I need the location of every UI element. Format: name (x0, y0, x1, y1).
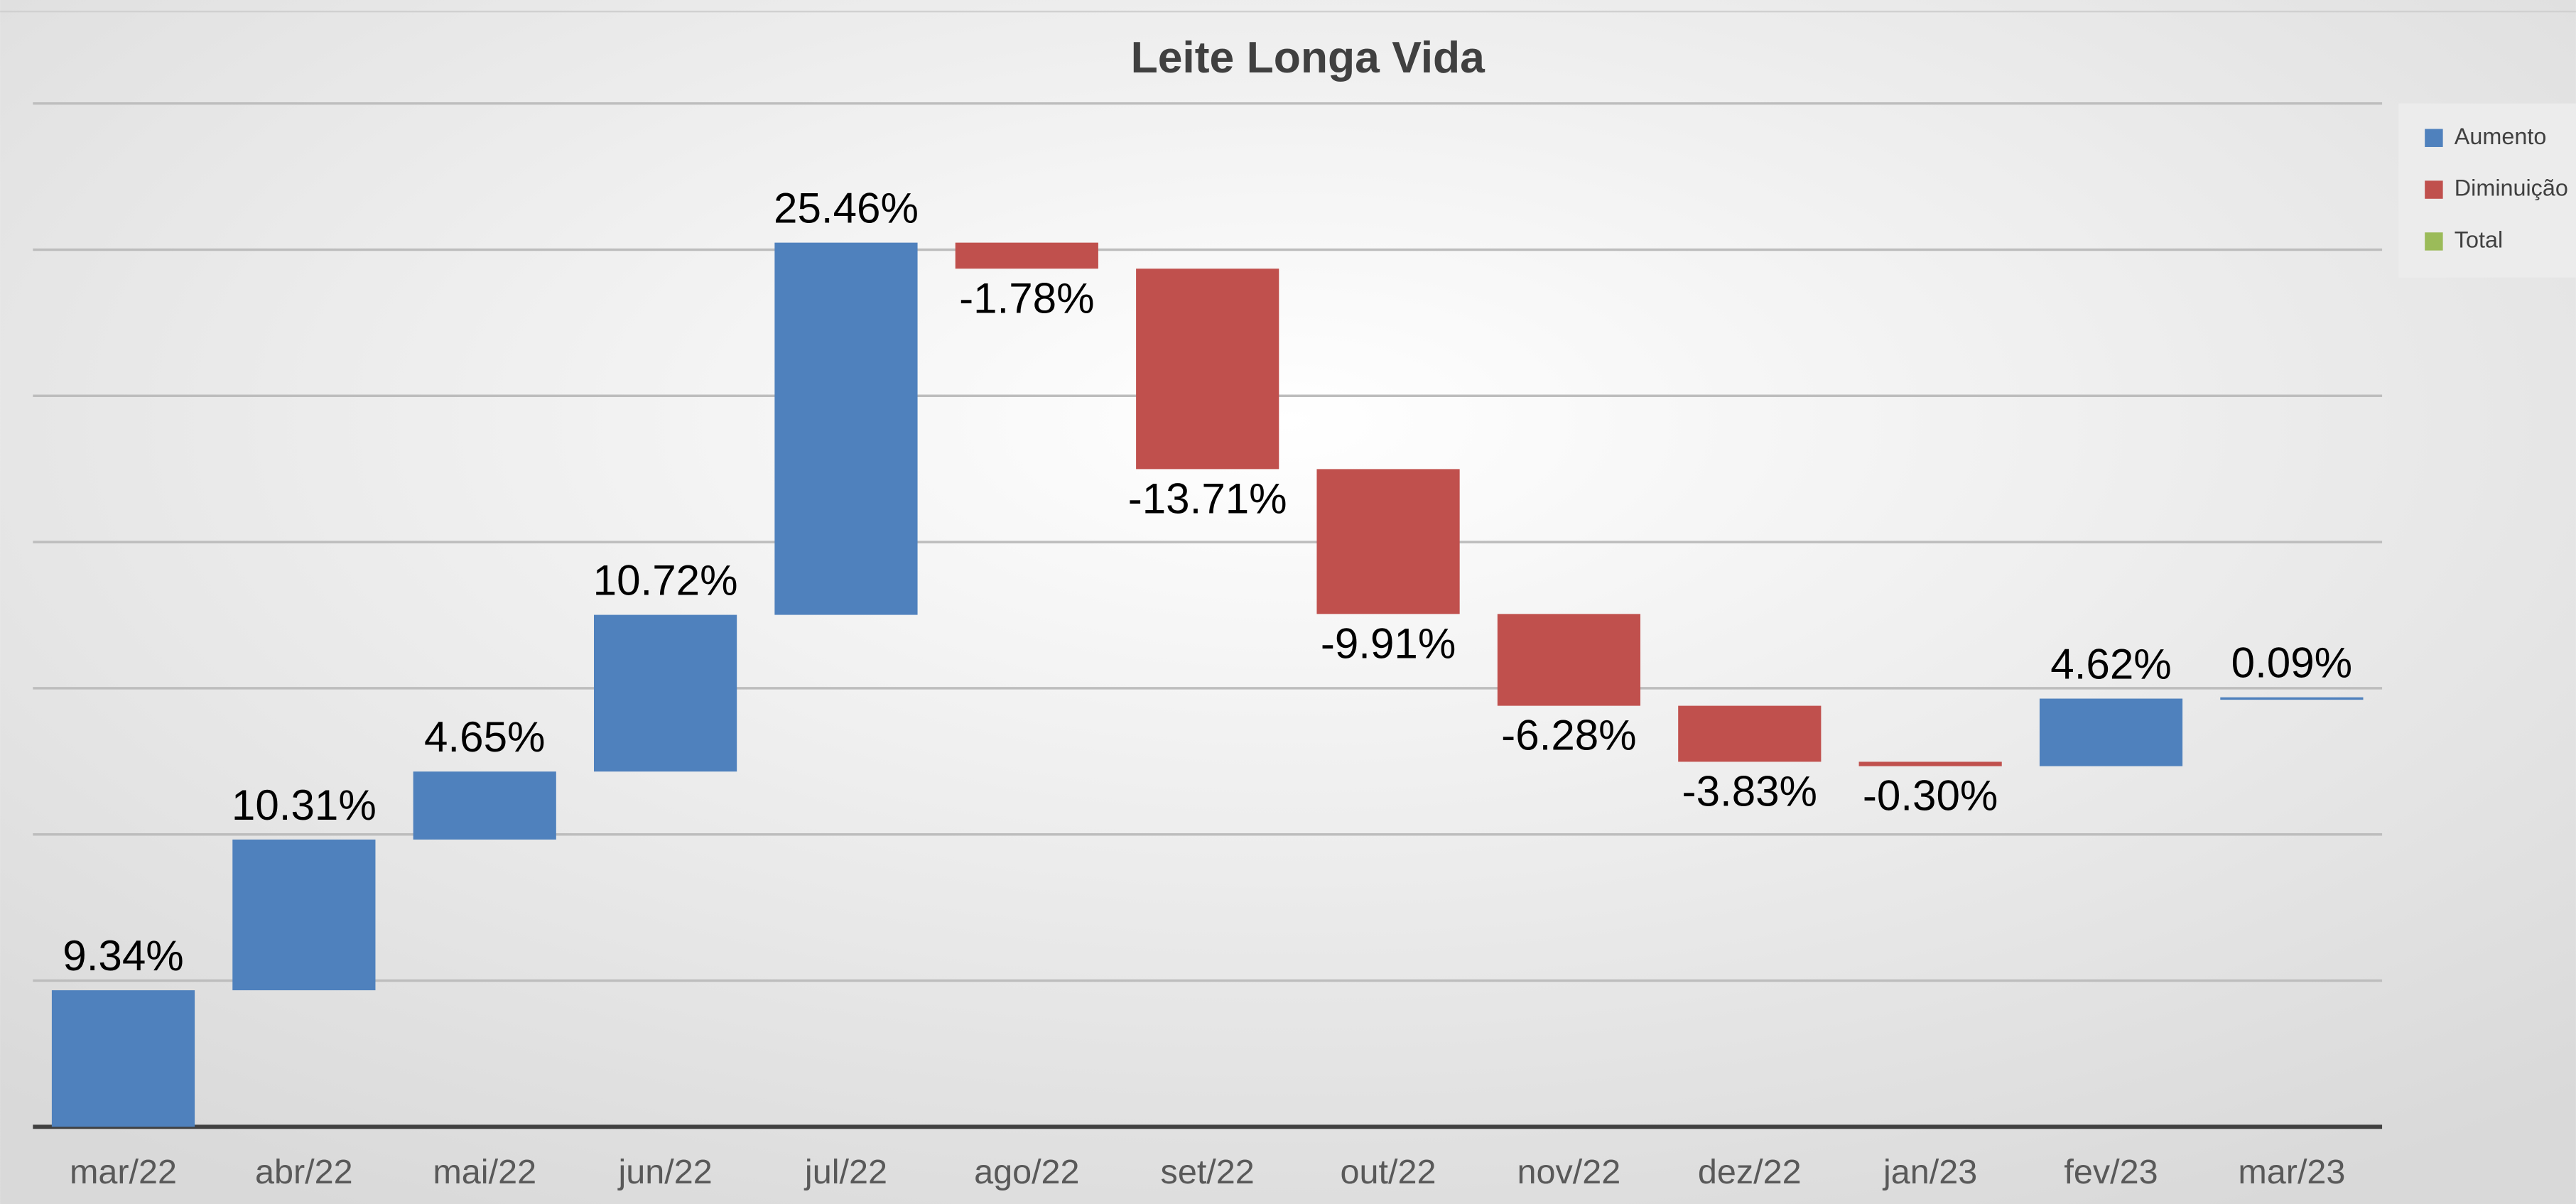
legend-label: Aumento (2455, 124, 2547, 149)
bar (413, 771, 556, 840)
legend-swatch (2425, 129, 2443, 147)
x-tick-label: out/22 (1341, 1153, 1436, 1191)
legend-swatch (2425, 232, 2443, 251)
x-tick-label: mar/22 (70, 1153, 177, 1191)
bar (1497, 614, 1641, 706)
data-label: 25.46% (774, 185, 919, 232)
bar (1136, 269, 1279, 470)
x-tick-label: mar/23 (2238, 1153, 2345, 1191)
data-label: -1.78% (959, 274, 1094, 322)
legend-label: Diminuição (2455, 175, 2568, 201)
x-tick-label: jul/22 (803, 1153, 887, 1191)
bar (1678, 705, 1822, 762)
bar (2220, 697, 2364, 700)
bar (232, 839, 376, 991)
data-label: 9.34% (63, 932, 183, 980)
bar (1858, 761, 2002, 766)
data-label: 4.65% (424, 713, 545, 761)
legend-swatch (2425, 180, 2443, 199)
x-tick-label: nov/22 (1517, 1153, 1621, 1191)
x-tick-label: ago/22 (974, 1153, 1079, 1191)
x-tick-label: abr/22 (255, 1153, 353, 1191)
x-tick-label: dez/22 (1698, 1153, 1802, 1191)
bar (1316, 469, 1460, 614)
data-label: -6.28% (1501, 712, 1636, 759)
bar (2039, 698, 2183, 766)
data-label: 0.09% (2231, 639, 2352, 687)
data-label: 10.31% (232, 781, 377, 829)
data-label: -0.30% (1863, 772, 1998, 820)
data-label: -13.71% (1128, 475, 1287, 523)
bar (594, 614, 737, 772)
x-tick-label: mai/22 (433, 1153, 536, 1191)
x-tick-label: jan/23 (1882, 1153, 1977, 1191)
legend-label: Total (2455, 227, 2503, 252)
data-label: 4.62% (2050, 640, 2171, 688)
x-tick-label: jun/22 (617, 1153, 712, 1191)
x-tick-label: set/22 (1161, 1153, 1255, 1191)
data-label: -9.91% (1321, 619, 1456, 667)
bar (51, 990, 195, 1127)
chart-title: Leite Longa Vida (1131, 33, 1486, 82)
x-tick-label: fev/23 (2064, 1153, 2158, 1191)
bar (774, 242, 918, 615)
data-label: -3.83% (1682, 768, 1817, 815)
data-label: 10.72% (593, 557, 738, 604)
bar (955, 242, 1098, 269)
